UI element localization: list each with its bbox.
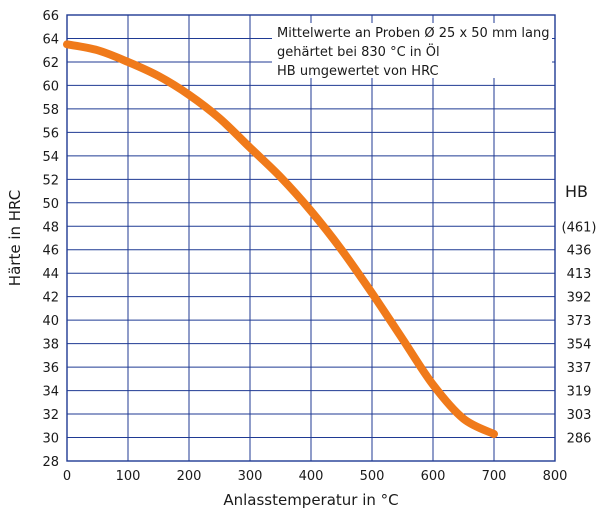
y-tick-label: 50 xyxy=(42,197,59,212)
hb-axis-title: HB xyxy=(565,182,588,201)
y-tick-label: 52 xyxy=(42,173,59,188)
hb-tick-label: 354 xyxy=(567,338,592,353)
y-tick-labels: 28 30 32 34 36 38 40 42 44 46 48 50 52 54 56 58 60 62 64 66 xyxy=(42,9,59,470)
x-tick-label: 100 xyxy=(116,469,141,484)
y-tick-label: 64 xyxy=(42,32,59,47)
y-tick-label: 42 xyxy=(42,291,59,306)
y-tick-label: 32 xyxy=(42,408,59,423)
grid xyxy=(66,14,556,462)
y-tick-label: 48 xyxy=(42,220,59,235)
y-tick-label: 36 xyxy=(42,361,59,376)
x-tick-label: 0 xyxy=(63,469,71,484)
y-tick-label: 40 xyxy=(42,314,59,329)
x-tick-label: 300 xyxy=(238,469,263,484)
x-tick-label: 400 xyxy=(299,469,324,484)
plot-frame xyxy=(66,14,556,462)
series-line-group xyxy=(63,40,498,439)
hb-tick-labels: (461) 436 413 392 373 354 337 319 303 286 xyxy=(562,220,597,446)
x-tick-labels: 0 100 200 300 400 500 600 700 800 xyxy=(63,469,568,484)
y-tick-label: 62 xyxy=(42,56,59,71)
hb-tick-label: 373 xyxy=(567,314,592,329)
y-tick-label: 44 xyxy=(42,267,59,282)
x-tick-label: 500 xyxy=(360,469,385,484)
y-tick-label: 34 xyxy=(42,385,59,400)
x-tick-label: 700 xyxy=(482,469,507,484)
hb-tick-label: 413 xyxy=(567,267,592,282)
x-axis-label: Anlasstemperatur in °C xyxy=(223,491,398,509)
hb-tick-label: 286 xyxy=(567,432,592,447)
y-tick-label: 56 xyxy=(42,126,59,141)
annotation-background xyxy=(272,23,552,78)
hb-tick-label: 392 xyxy=(567,291,592,306)
hb-tick-label: (461) xyxy=(562,220,597,235)
hb-tick-label: 319 xyxy=(567,385,592,400)
annotation-line: HB umgewertet von HRC xyxy=(277,64,439,79)
annotation-box: Mittelwerte an Proben Ø 25 x 50 mm lang g… xyxy=(272,23,552,79)
hb-tick-label: 436 xyxy=(567,244,592,259)
y-tick-label: 54 xyxy=(42,150,59,165)
y-tick-label: 46 xyxy=(42,244,59,259)
annotation-line: gehärtet bei 830 °C in Öl xyxy=(277,43,440,60)
hb-tick-label: 337 xyxy=(567,361,592,376)
y-axis-label: Härte in HRC xyxy=(6,190,24,286)
y-tick-label: 60 xyxy=(42,79,59,94)
y-tick-label: 66 xyxy=(42,9,59,24)
annotation-line: Mittelwerte an Proben Ø 25 x 50 mm lang xyxy=(277,26,550,41)
hardness-curve xyxy=(63,40,498,439)
x-tick-label: 200 xyxy=(177,469,202,484)
x-tick-label: 800 xyxy=(543,469,568,484)
hb-tick-label: 303 xyxy=(567,408,592,423)
x-tick-label: 600 xyxy=(421,469,446,484)
y-tick-label: 38 xyxy=(42,338,59,353)
y-tick-label: 58 xyxy=(42,103,59,118)
y-tick-label: 28 xyxy=(42,455,59,470)
y-tick-label: 30 xyxy=(42,432,59,447)
